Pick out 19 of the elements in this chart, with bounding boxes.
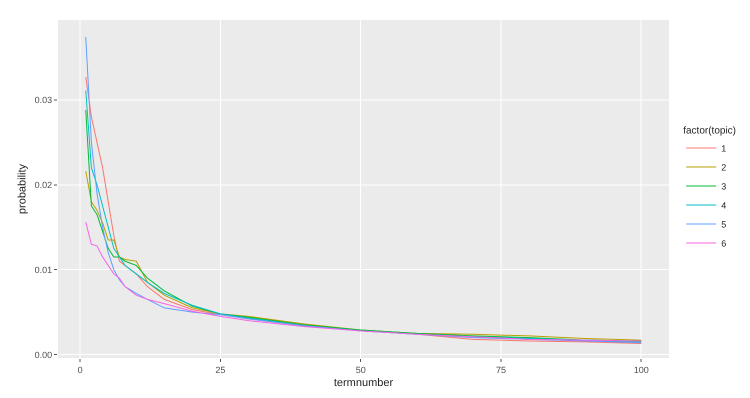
x-tick-label: 0 [78, 364, 83, 375]
line-series [85, 222, 642, 342]
legend-title: factor(topic) [683, 126, 736, 136]
legend-label: 1 [721, 144, 726, 154]
x-axis-title: termnumber [334, 377, 394, 389]
x-tick-label: 25 [215, 364, 226, 375]
x-tick-label: 100 [634, 364, 649, 375]
legend-label: 6 [721, 238, 726, 249]
x-tick-label: 50 [356, 364, 366, 375]
legend-label: 2 [721, 162, 726, 173]
y-tick-label: 0.01 [34, 264, 52, 275]
y-tick-label: 0.02 [34, 180, 52, 190]
y-axis-title: probability [16, 163, 28, 214]
y-tick-label: 0.03 [34, 94, 52, 105]
legend-label: 4 [721, 200, 726, 211]
legend-label: 3 [721, 182, 726, 192]
y-tick-label: 0.00 [34, 350, 52, 360]
legend-label: 5 [721, 220, 726, 230]
x-tick-label: 75 [496, 364, 506, 375]
